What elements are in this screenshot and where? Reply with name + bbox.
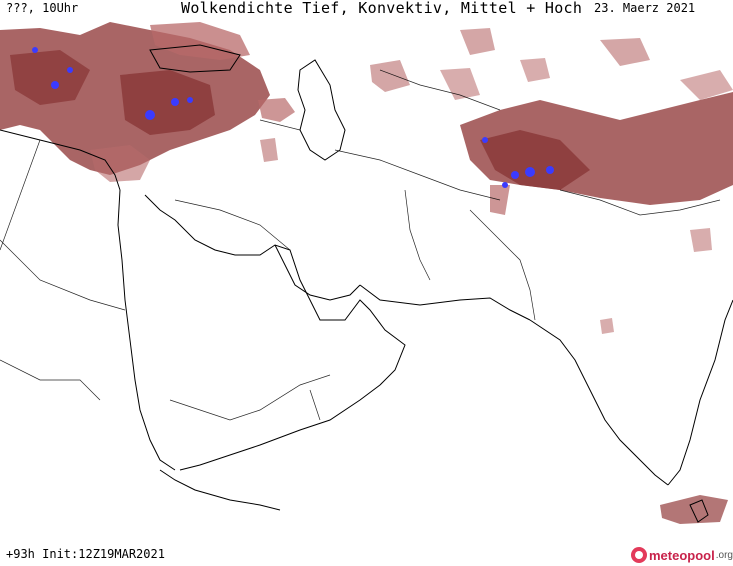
cloud-cover-layer — [0, 22, 733, 524]
weather-map — [0, 22, 733, 524]
country-border-layer — [0, 69, 721, 421]
model-run-label: +93h Init:12Z19MAR2021 — [6, 547, 165, 561]
forecast-time-label: ???, 10Uhr — [6, 1, 79, 15]
brand-suffix: .org — [715, 549, 733, 561]
meteopool-logo[interactable]: meteopool .org — [631, 545, 733, 565]
brand-name: meteopool — [649, 547, 715, 563]
forecast-date: 23. Maerz 2021 — [594, 1, 696, 15]
map-title: Wolkendichte Tief, Konvektiv, Mittel + H… — [181, 0, 583, 17]
meteopool-icon — [631, 547, 647, 563]
coastline-layer — [0, 44, 733, 523]
